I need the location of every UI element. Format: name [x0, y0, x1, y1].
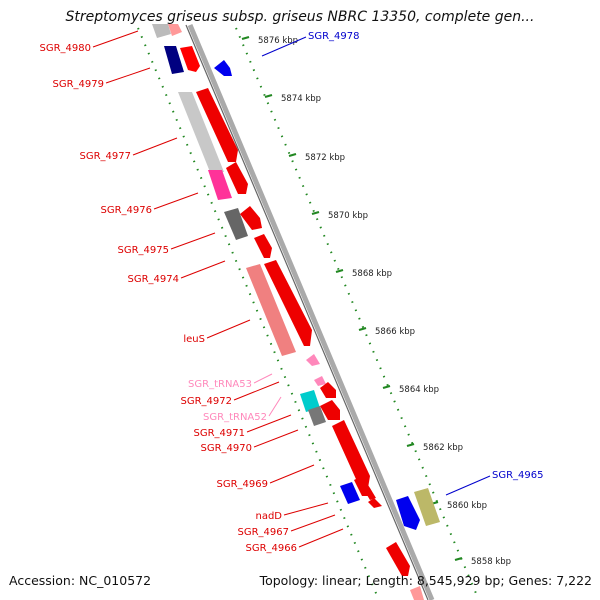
gene-label-sgr-4971[interactable]: SGR_4971 — [194, 428, 246, 439]
gene-label-sgr-4970[interactable]: SGR_4970 — [201, 443, 253, 454]
trna-52-feature[interactable] — [300, 390, 320, 412]
scale-tick-label: 5874 kbp — [281, 94, 321, 104]
backbone — [185, 24, 435, 600]
gene-sgr-4977-feature[interactable] — [178, 92, 224, 172]
scale-tick-mark — [382, 384, 391, 390]
gene-leus-red-arrow[interactable] — [264, 260, 312, 346]
leader-line-sgr-4974 — [180, 260, 226, 279]
scale-tick-mark — [311, 210, 320, 216]
gene-sgr-4974-arrow[interactable] — [254, 234, 272, 258]
gene-sgr-4970-arrow[interactable] — [332, 420, 370, 488]
gene-bottom-cutoff-feature[interactable] — [410, 586, 424, 600]
leader-line-sgr-trna52 — [268, 396, 282, 417]
gene-sgr-4978-feature[interactable] — [214, 60, 232, 76]
scale-tick-mark — [406, 442, 415, 448]
gene-label-sgr-4969[interactable]: SGR_4969 — [217, 479, 269, 490]
gene-label-sgr-4979[interactable]: SGR_4979 — [53, 79, 105, 90]
gene-label-sgr-4972[interactable]: SGR_4972 — [181, 396, 233, 407]
gene-label-sgr-4977[interactable]: SGR_4977 — [80, 151, 132, 162]
gene-labels: SGR_4980 SGR_4979 SGR_4978 SGR_4977 SGR_4976… — [40, 30, 544, 554]
gene-label-sgr-4975[interactable]: SGR_4975 — [118, 245, 170, 256]
gene-label-sgr-4980[interactable]: SGR_4980 — [40, 43, 92, 54]
gene-sgr-4966-arrow[interactable] — [386, 542, 410, 576]
scale-tick-label: 5872 kbp — [305, 153, 345, 163]
gene-sgr-4975-red-arrow[interactable] — [240, 206, 262, 230]
gene-leus-feature[interactable] — [246, 264, 296, 356]
leader-line-sgr-4966 — [298, 528, 344, 548]
leader-line-sgr-4975 — [170, 232, 216, 250]
accession-text: Accession: NC_010572 — [9, 573, 152, 588]
gene-sgr-4971-red-arrow[interactable] — [320, 400, 340, 420]
scale-tick-mark — [358, 326, 367, 332]
map-title: Streptomyces griseus subsp. griseus NBRC… — [65, 9, 535, 25]
leader-line-sgr-4970 — [253, 429, 299, 448]
leader-line-nadd — [283, 502, 329, 516]
scale-tick-mark — [335, 268, 344, 274]
leader-line-sgr-4969 — [269, 464, 315, 484]
scale-tick-mark — [454, 556, 463, 562]
scale-tick-label: 5864 kbp — [399, 385, 439, 395]
gene-label-sgr-4967[interactable]: SGR_4967 — [238, 527, 290, 538]
gene-forward-4977-arrow[interactable] — [196, 88, 238, 162]
leader-line-sgr-4978 — [261, 36, 307, 57]
gene-sgr-4975-feature[interactable] — [224, 208, 248, 240]
scale-tick-label: 5858 kbp — [471, 557, 511, 567]
leader-line-sgr-4977 — [132, 137, 178, 156]
gene-sgr-4972-arrow[interactable] — [320, 382, 336, 398]
gene-sgr-4980-feature[interactable] — [152, 24, 171, 38]
gene-label-sgr-4976[interactable]: SGR_4976 — [101, 205, 153, 216]
gene-label-sgr-4974[interactable]: SGR_4974 — [128, 274, 180, 285]
leader-line-sgr-4967 — [290, 514, 336, 532]
scale-tick-label: 5876 kbp — [258, 36, 298, 46]
gene-sgr-4980-arrow[interactable] — [168, 24, 182, 36]
leader-line-leus — [206, 319, 251, 339]
leader-line-sgr-4972 — [233, 381, 280, 401]
gene-label-sgr-4966[interactable]: SGR_4966 — [246, 543, 298, 554]
scale-tick-mark — [264, 93, 273, 99]
gene-label-sgr-4965[interactable]: SGR_4965 — [492, 470, 544, 481]
scale-tick-label: 5862 kbp — [423, 443, 463, 453]
gene-label-leus[interactable]: leuS — [183, 334, 205, 345]
trna-53-feature[interactable] — [306, 354, 320, 366]
gene-sgr-4971-feature[interactable] — [308, 406, 326, 426]
gene-sgr-4976-feature[interactable] — [208, 170, 232, 200]
scale-tick-mark — [288, 152, 297, 158]
gene-label-sgr-trna52[interactable]: SGR_tRNA52 — [203, 412, 267, 423]
scale-tick-label: 5870 kbp — [328, 211, 368, 221]
leader-line-sgr-4976 — [153, 192, 199, 210]
leader-line-sgr-4980 — [92, 30, 139, 48]
gene-forward-4976-arrow[interactable] — [226, 162, 248, 194]
gene-sgr-4965-feature[interactable] — [414, 488, 440, 526]
leader-line-sgr-trna53 — [253, 373, 273, 384]
gene-label-sgr-4978[interactable]: SGR_4978 — [308, 31, 360, 42]
scale-tick-label: 5866 kbp — [375, 327, 415, 337]
gene-sgr-4965-blue-arrow[interactable] — [396, 496, 420, 530]
gene-features — [152, 24, 440, 600]
gene-nadd-arrow[interactable] — [364, 488, 376, 500]
scale-tick-mark — [241, 35, 250, 41]
gene-sgr-4979-feature[interactable] — [164, 46, 184, 74]
scale-tick-label: 5860 kbp — [447, 501, 487, 511]
leader-line-sgr-4979 — [105, 67, 151, 84]
scale-tick-label: 5868 kbp — [352, 269, 392, 279]
trna-53-b-feature[interactable] — [314, 376, 326, 386]
gene-sgr-4979-red-arrow[interactable] — [180, 46, 200, 72]
gene-label-sgr-trna53[interactable]: SGR_tRNA53 — [188, 379, 252, 390]
leader-line-sgr-4971 — [246, 414, 292, 433]
gene-label-nadd[interactable]: nadD — [255, 511, 282, 522]
gene-sgr-4969-feature[interactable] — [340, 482, 360, 504]
leader-line-sgr-4965 — [445, 475, 491, 496]
gene-sgr-4967-arrow[interactable] — [368, 498, 382, 508]
genome-summary-text: Topology: linear; Length: 8,545,929 bp; … — [259, 573, 592, 588]
